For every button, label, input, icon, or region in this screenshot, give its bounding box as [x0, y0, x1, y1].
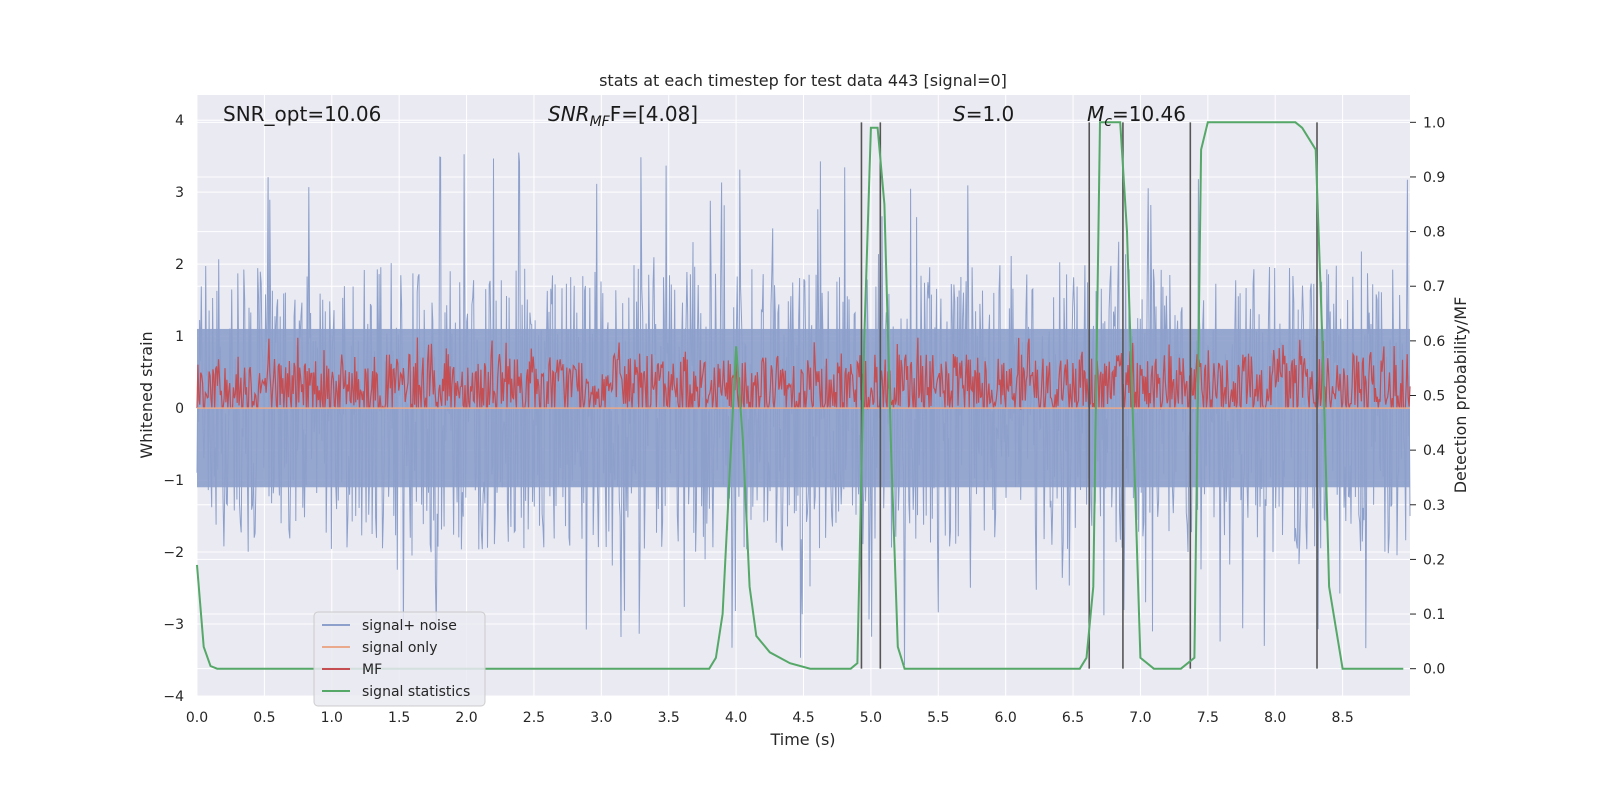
- legend: signal+ noise signal only MF signal stat…: [313, 611, 486, 707]
- x-tick-label: 6.5: [1062, 710, 1084, 726]
- y-tick-label: 3: [175, 185, 184, 201]
- y-tick-label: −4: [163, 689, 184, 705]
- mc-annotation: Mc=10.46: [1087, 102, 1186, 130]
- s-main: S: [953, 102, 966, 126]
- snr-mf-annotation: SNRMFF=[4.08]: [548, 102, 698, 130]
- y2-tick-label: 0.9: [1423, 170, 1445, 186]
- s-value: =1.0: [966, 102, 1015, 126]
- mc-sub: c: [1104, 114, 1112, 130]
- y-axis-label: Whitened strain: [137, 331, 156, 458]
- mc-main: M: [1087, 102, 1104, 126]
- y-tick-label: 4: [175, 113, 184, 129]
- snr-mf-sub: MF: [590, 114, 611, 130]
- legend-label-signal-statistics: signal statistics: [362, 684, 470, 700]
- ticks: 0.0 0.5 1.0 1.5 2.0 2.5 3.0 3.5 4.0 4.5 5.0 5.5 6.0 6…: [163, 113, 1445, 726]
- x-tick-label: 3.5: [658, 710, 680, 726]
- y-tick-label: 2: [175, 257, 184, 273]
- y2-tick-label: 0.4: [1423, 443, 1445, 459]
- y-tick-label: −3: [163, 617, 184, 633]
- x-tick-label: 5.5: [927, 710, 949, 726]
- y-tick-label: 1: [175, 329, 184, 345]
- chart-title: stats at each timestep for test data 443…: [599, 71, 1007, 90]
- y2-tick-label: 0.7: [1423, 279, 1445, 295]
- series-mf: [196, 337, 1411, 411]
- x-tick-label: 2.0: [455, 710, 477, 726]
- y2-axis-label: Detection probability/MF: [1451, 297, 1470, 494]
- snr-mf-value: F=[4.08]: [610, 102, 698, 126]
- x-tick-label: 0.0: [186, 710, 208, 726]
- snr-mf-main: SNR: [548, 102, 590, 126]
- y2-tick-label: 0.2: [1423, 552, 1445, 568]
- y2-tick-label: 1.0: [1423, 115, 1445, 131]
- stat-layer: [196, 121, 1404, 670]
- x-tick-label: 2.5: [523, 710, 545, 726]
- y2-tick-label: 0.5: [1423, 389, 1445, 405]
- legend-label-signal-noise: signal+ noise: [362, 618, 457, 634]
- x-tick-label: 6.0: [995, 710, 1017, 726]
- y-tick-label: 0: [175, 401, 184, 417]
- x-tick-label: 3.0: [590, 710, 612, 726]
- y2-tick-label: 0.0: [1423, 662, 1445, 678]
- x-tick-label: 5.0: [860, 710, 882, 726]
- mc-value: =10.46: [1112, 102, 1186, 126]
- y-tick-label: −1: [163, 473, 184, 489]
- x-axis-label: Time (s): [769, 730, 835, 749]
- series-signal-statistics: [196, 121, 1404, 670]
- y-tick-label: −2: [163, 545, 184, 561]
- x-tick-label: 8.5: [1331, 710, 1353, 726]
- y2-tick-label: 0.3: [1423, 498, 1445, 514]
- legend-label-mf: MF: [362, 662, 382, 678]
- mf-layer: [196, 337, 1411, 411]
- x-tick-label: 4.5: [792, 710, 814, 726]
- x-tick-label: 7.0: [1129, 710, 1151, 726]
- x-tick-label: 4.0: [725, 710, 747, 726]
- legend-box: [313, 611, 486, 707]
- snr-opt-annotation: SNR_opt=10.06: [223, 102, 381, 126]
- y2-tick-label: 0.1: [1423, 607, 1445, 623]
- y2-tick-label: 0.8: [1423, 225, 1445, 241]
- s-annotation: S=1.0: [953, 102, 1014, 126]
- x-tick-label: 1.0: [321, 710, 343, 726]
- x-tick-label: 7.5: [1197, 710, 1219, 726]
- y2-tick-label: 0.6: [1423, 334, 1445, 350]
- x-tick-label: 1.5: [388, 710, 410, 726]
- legend-label-signal-only: signal only: [362, 640, 437, 656]
- x-tick-label: 8.0: [1264, 710, 1286, 726]
- x-tick-label: 0.5: [253, 710, 275, 726]
